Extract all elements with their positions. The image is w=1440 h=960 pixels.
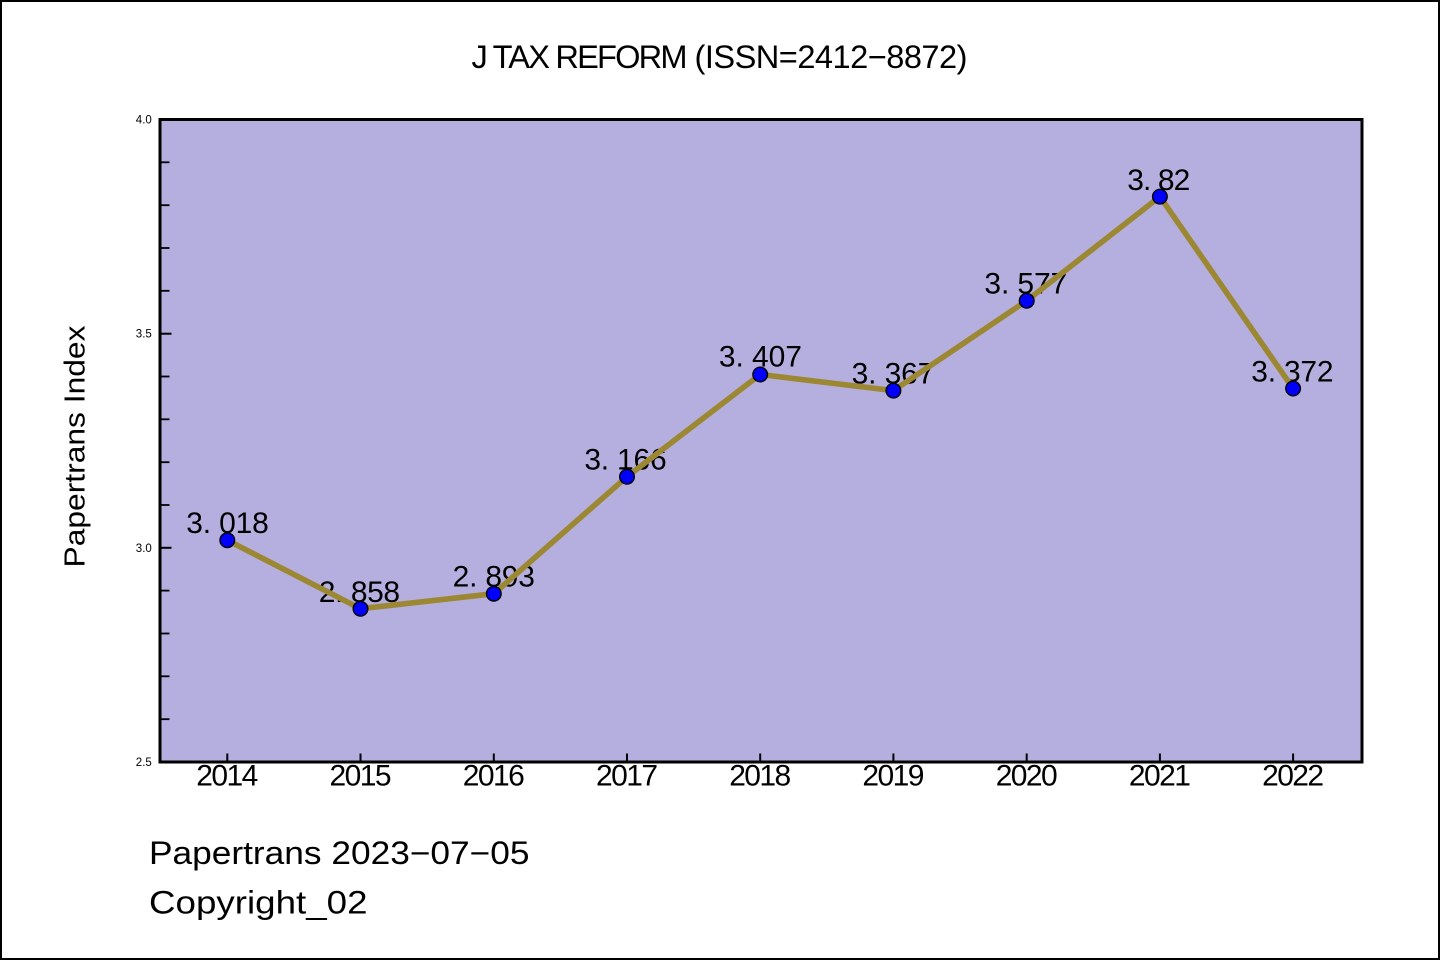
svg-text:Copyright_02: Copyright_02 (149, 885, 368, 921)
svg-text:J TAX REFORM: J TAX REFORM (472, 38, 688, 75)
svg-text:2020: 2020 (996, 760, 1058, 793)
svg-text:4.0: 4.0 (136, 115, 152, 127)
svg-text:2018: 2018 (729, 760, 791, 793)
svg-text:3.5: 3.5 (136, 329, 152, 341)
svg-text:3.0: 3.0 (136, 543, 152, 555)
svg-text:2016: 2016 (463, 760, 525, 793)
svg-text:2017: 2017 (596, 760, 658, 793)
svg-text:Papertrans 2023−07−05: Papertrans 2023−07−05 (149, 835, 530, 871)
svg-text:2019: 2019 (862, 760, 924, 793)
svg-text:2014: 2014 (196, 760, 258, 793)
svg-text:2.5: 2.5 (136, 757, 152, 769)
svg-text:2021: 2021 (1129, 760, 1191, 793)
svg-text:Papertrans Index: Papertrans Index (60, 325, 92, 568)
svg-text:2022: 2022 (1262, 760, 1324, 793)
svg-text:(ISSN=2412−8872): (ISSN=2412−8872) (695, 38, 968, 75)
svg-text:2015: 2015 (330, 760, 392, 793)
